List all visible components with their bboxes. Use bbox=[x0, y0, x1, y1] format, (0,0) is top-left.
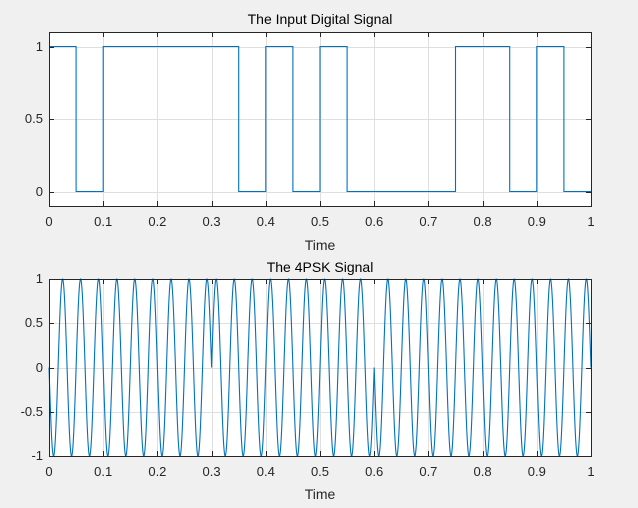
x-tick-label: 0.7 bbox=[419, 214, 438, 229]
bottom-signal-line bbox=[48, 278, 592, 457]
top-chart-title: The Input Digital Signal bbox=[247, 11, 393, 27]
bottom-chart-xlabel: Time bbox=[304, 486, 336, 502]
top-signal-line bbox=[49, 45, 591, 193]
bottom-chart-title: The 4PSK Signal bbox=[266, 259, 374, 275]
x-tick-label: 0.7 bbox=[419, 464, 438, 479]
x-tick-label: 0.3 bbox=[202, 464, 221, 479]
y-tick-label: 0 bbox=[35, 359, 43, 375]
x-tick-label: 0.9 bbox=[527, 214, 546, 229]
x-tick-label: 1 bbox=[587, 464, 595, 479]
x-tick-label: 0.1 bbox=[94, 464, 113, 479]
y-tick-label: 1 bbox=[35, 38, 43, 54]
x-tick-label: 0.2 bbox=[148, 214, 167, 229]
x-tick-label: 0.5 bbox=[310, 464, 330, 479]
x-tick-label: 0 bbox=[45, 464, 53, 479]
top-chart-xlabel: Time bbox=[304, 237, 336, 253]
y-tick-label: 1 bbox=[35, 271, 43, 286]
x-tick-label: 0.9 bbox=[527, 464, 546, 479]
x-tick-label: 0.6 bbox=[365, 464, 384, 479]
x-tick-label: 0 bbox=[45, 214, 53, 229]
x-tick-label: 0.8 bbox=[473, 464, 492, 479]
x-tick-label: 0.4 bbox=[256, 464, 275, 479]
y-tick-label: -1 bbox=[31, 448, 43, 463]
x-tick-label: 0.1 bbox=[94, 214, 113, 229]
x-tick-label: 0.5 bbox=[310, 214, 330, 229]
top-axes bbox=[49, 32, 592, 207]
x-tick-label: 0.3 bbox=[202, 214, 221, 229]
y-tick-label: -0.5 bbox=[20, 403, 43, 419]
x-tick-label: 0.8 bbox=[473, 214, 492, 229]
x-tick-label: 0.4 bbox=[256, 214, 275, 229]
y-tick-label: 0.5 bbox=[24, 111, 43, 126]
y-tick-label: 0.5 bbox=[24, 315, 43, 331]
x-tick-label: 1 bbox=[587, 214, 595, 229]
x-tick-label: 0.2 bbox=[148, 464, 167, 479]
bottom-axes bbox=[48, 278, 592, 457]
y-tick-label: 0 bbox=[35, 183, 43, 199]
x-tick-label: 0.6 bbox=[365, 214, 384, 229]
